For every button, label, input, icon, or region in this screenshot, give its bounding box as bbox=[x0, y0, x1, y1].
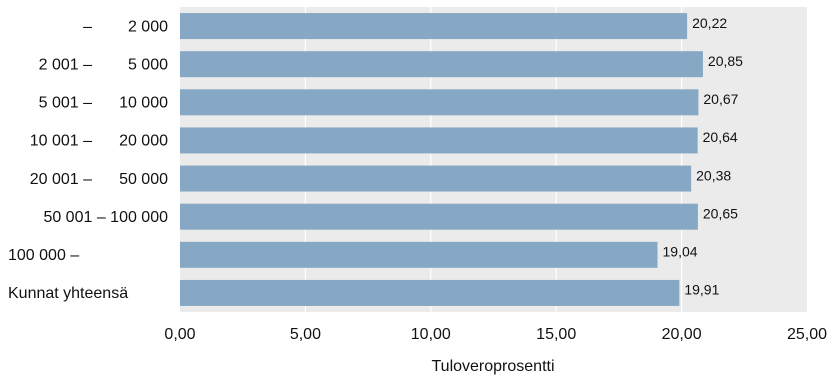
bar bbox=[180, 51, 703, 78]
value-label: 19,04 bbox=[663, 244, 698, 260]
bar bbox=[180, 89, 699, 116]
x-tick-label: 20,00 bbox=[662, 326, 702, 343]
category-label: 2 001 – bbox=[39, 56, 92, 73]
bar bbox=[180, 279, 680, 306]
x-tick-label: 5,00 bbox=[290, 326, 321, 343]
bar bbox=[180, 203, 698, 230]
category-label: 10 000 bbox=[119, 95, 168, 112]
value-labels: 20,22 20,85 20,67 20,64 20,38 20,65 19,04 19,91 bbox=[663, 15, 744, 298]
value-label: 20,85 bbox=[708, 53, 743, 69]
value-label: 20,22 bbox=[692, 15, 727, 31]
value-label: 20,67 bbox=[703, 91, 738, 107]
x-tick-labels: 0,00 5,00 10,00 15,00 20,00 25,00 bbox=[164, 326, 827, 343]
category-label: 20 001 – bbox=[30, 171, 92, 188]
category-label: 100 000 – bbox=[8, 247, 79, 264]
bar bbox=[180, 241, 658, 268]
category-label: 50 001 – 100 000 bbox=[43, 209, 168, 226]
value-label: 20,65 bbox=[703, 205, 738, 221]
x-tick-label: 0,00 bbox=[164, 326, 195, 343]
x-tick-label: 10,00 bbox=[411, 326, 451, 343]
category-label: 20 000 bbox=[119, 133, 168, 150]
category-label: 2 000 bbox=[128, 18, 168, 35]
x-tick-label: 15,00 bbox=[536, 326, 576, 343]
bar bbox=[180, 165, 692, 192]
category-label: 50 000 bbox=[119, 171, 168, 188]
category-label: 10 001 – bbox=[30, 133, 92, 150]
bar bbox=[180, 13, 688, 40]
value-label: 20,38 bbox=[696, 167, 731, 183]
category-label: Kunnat yhteensä bbox=[8, 285, 128, 302]
category-label: 5 000 bbox=[128, 56, 168, 73]
value-label: 20,64 bbox=[703, 129, 738, 145]
category-label: 5 001 – bbox=[39, 95, 92, 112]
bar bbox=[180, 127, 698, 154]
category-labels: – 2 000 2 001 – 5 000 5 001 – 10 000 10 001 – 2… bbox=[8, 18, 168, 302]
value-label: 19,91 bbox=[684, 282, 719, 298]
x-tick-label: 25,00 bbox=[787, 326, 827, 343]
x-axis-title: Tuloveroprosentti bbox=[431, 358, 554, 375]
category-label: – bbox=[83, 18, 92, 35]
bars bbox=[180, 13, 703, 306]
